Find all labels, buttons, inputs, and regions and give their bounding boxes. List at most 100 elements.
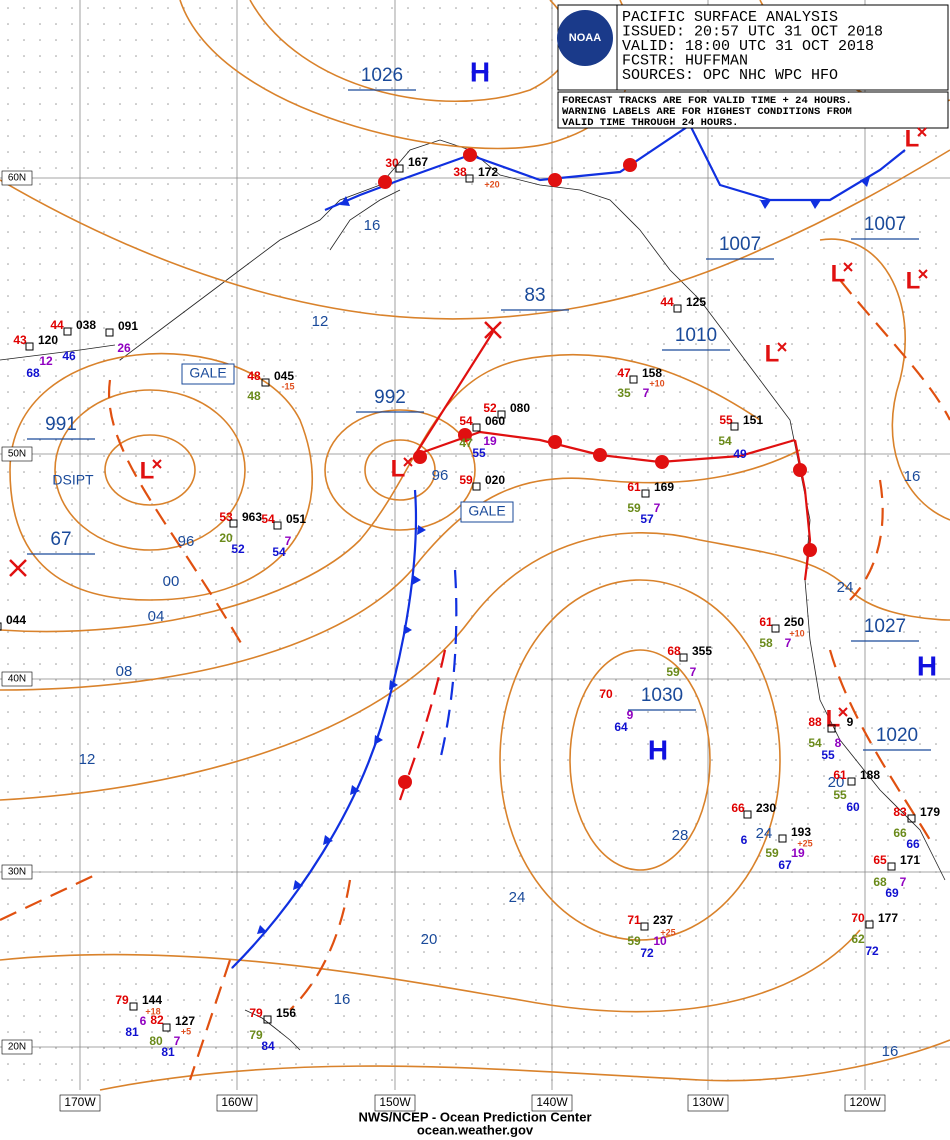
station-marker — [771, 624, 780, 633]
footer-url: ocean.weather.gov — [417, 1122, 534, 1137]
station-value: 038 — [76, 318, 96, 332]
station-value: 250 — [784, 615, 804, 629]
station-value: 61 — [833, 768, 847, 782]
station-value: 71 — [627, 913, 641, 927]
isobar-label: 24 — [837, 579, 854, 596]
lat-label: 40N — [8, 674, 26, 685]
station-value: 68 — [26, 366, 40, 380]
header: NOAA — [557, 4, 949, 129]
warning-label: GALE — [189, 365, 226, 381]
station-value: 83 — [893, 805, 907, 819]
header-line: SOURCES: OPC NHC WPC HFO — [622, 67, 838, 84]
pressure-label: 1007 — [719, 234, 761, 255]
station-value: 127 — [175, 1014, 195, 1028]
station-value: 66 — [731, 801, 745, 815]
pressure-label: 992 — [374, 387, 406, 408]
station-value: 54 — [459, 414, 473, 428]
station-value: 30 — [385, 156, 399, 170]
pressure-label: 67 — [50, 529, 71, 550]
station-marker — [261, 378, 270, 387]
isobar-label: 16 — [882, 1043, 899, 1060]
station-value: 10 — [653, 934, 667, 948]
station-value: 59 — [765, 846, 779, 860]
station-marker — [0, 622, 2, 631]
station-marker — [263, 1015, 272, 1024]
station-value: 6 — [140, 1014, 147, 1028]
station-marker — [229, 519, 238, 528]
station-value: 963 — [242, 510, 262, 524]
pressure-label: 991 — [45, 414, 77, 435]
station-value: 64 — [614, 720, 628, 734]
station-marker — [673, 304, 682, 313]
station-value: 7 — [900, 875, 907, 889]
lat-label-bg — [1, 1039, 33, 1055]
lon-label: 150W — [379, 1095, 411, 1109]
lon-label-bg — [531, 1094, 573, 1112]
station-marker — [472, 482, 481, 491]
station-value: 81 — [125, 1025, 139, 1039]
station-value: 7 — [643, 386, 650, 400]
station-value: 54 — [261, 512, 275, 526]
lon-label-bg — [59, 1094, 101, 1112]
station-value: 12 — [39, 354, 53, 368]
station-value: 144 — [142, 993, 162, 1007]
lon-label: 120W — [849, 1095, 881, 1109]
station-value: +18 — [145, 1006, 160, 1016]
lon-label: 130W — [692, 1095, 724, 1109]
station-value: 9 — [847, 715, 854, 729]
isobar-label: 12 — [79, 751, 96, 768]
lat-label: 30N — [8, 867, 26, 878]
station-value: 49 — [733, 447, 747, 461]
pressure-label: 1020 — [876, 725, 918, 746]
warning-box — [181, 363, 235, 385]
lon-label-bg — [216, 1094, 258, 1112]
station-value: 54 — [272, 545, 286, 559]
station-marker — [497, 410, 506, 419]
low-x — [777, 342, 787, 352]
station-value: 7 — [174, 1034, 181, 1048]
station-value: 62 — [851, 932, 865, 946]
station-value: 26 — [117, 341, 131, 355]
station-value: 68 — [667, 644, 681, 658]
station-value: 84 — [261, 1039, 275, 1053]
station-value: 060 — [485, 414, 505, 428]
station-value: +25 — [797, 838, 812, 848]
low-x — [918, 269, 928, 279]
station-value: 19 — [791, 846, 805, 860]
pressure-label: 83 — [524, 285, 545, 306]
station-value: 54 — [718, 434, 732, 448]
lat-label-bg — [1, 446, 33, 462]
station-value: 67 — [778, 858, 792, 872]
station-value: 61 — [759, 615, 773, 629]
station-value: 60 — [846, 800, 860, 814]
low-center: L — [826, 705, 841, 732]
station-marker — [395, 164, 404, 173]
low-x — [403, 457, 413, 467]
station-value: 52 — [231, 542, 245, 556]
dot-grid — [0, 0, 950, 1090]
isobar-label: 16 — [904, 468, 921, 485]
station-value: 65 — [873, 853, 887, 867]
lon-label: 170W — [64, 1095, 96, 1109]
station-value: 8 — [835, 736, 842, 750]
station-value: 167 — [408, 155, 428, 169]
station-value: 53 — [219, 510, 233, 524]
station-value: 171 — [900, 853, 920, 867]
station-value: 69 — [885, 886, 899, 900]
warning-label: DSIPT — [52, 472, 94, 488]
note-line: FORECAST TRACKS ARE FOR VALID TIME + 24 … — [562, 95, 852, 107]
logo-text: NOAA — [569, 32, 601, 44]
station-value: 48 — [247, 389, 261, 403]
lon-label-bg — [844, 1094, 886, 1112]
isobar-label: 12 — [312, 313, 329, 330]
station-value: 47 — [459, 436, 473, 450]
low-center: L — [140, 457, 155, 484]
low-center: L — [905, 125, 920, 152]
isobar-label: 08 — [116, 663, 133, 680]
station-value: 9 — [627, 708, 634, 722]
station-value: 19 — [483, 434, 497, 448]
station-marker — [887, 862, 896, 871]
station-value: +25 — [660, 927, 675, 937]
warning-label: GALE — [468, 503, 505, 519]
